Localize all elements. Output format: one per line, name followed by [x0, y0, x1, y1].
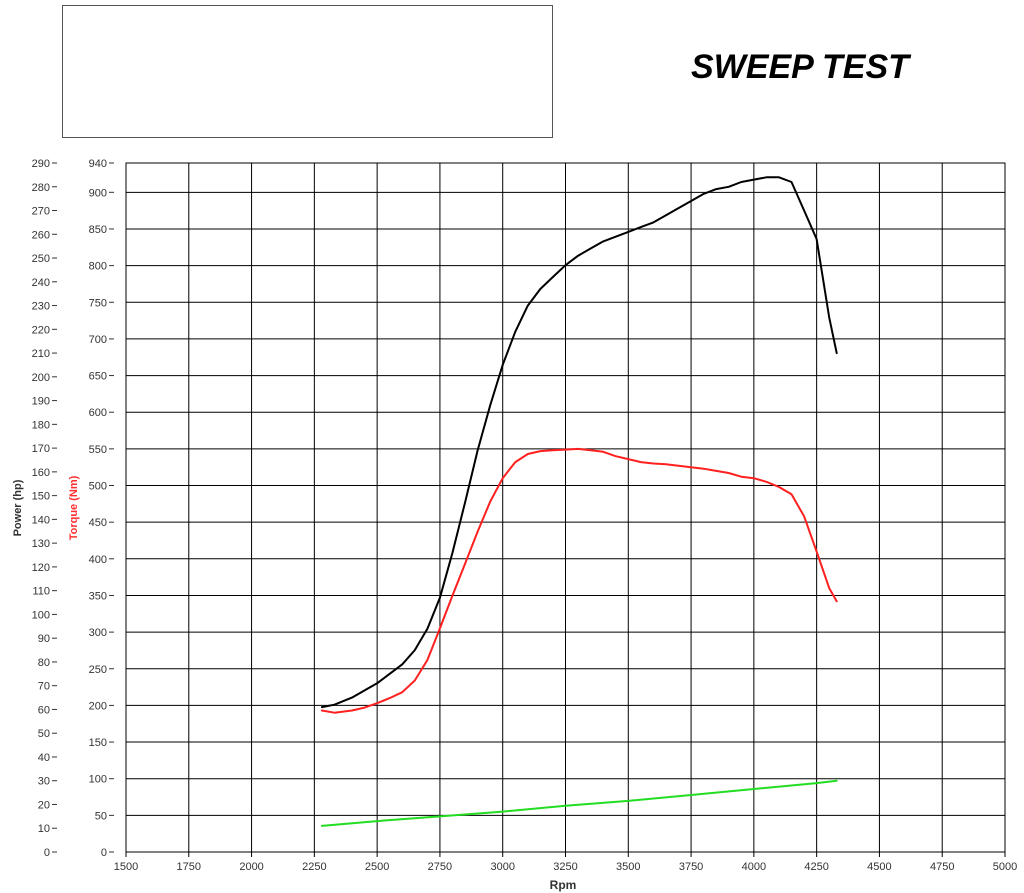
- x-tick-label: 2250: [302, 861, 326, 873]
- third-curve: [320, 779, 838, 827]
- power-tick-label: 280: [32, 182, 50, 194]
- x-axis-ticks: 1500 1750 2000 2250 2500 2750 3000 3250 3500 3750…: [114, 852, 1017, 873]
- power-axis-ticks: 0 10 20 30 40 50 60 70 80 90 100 110 120 130 140 150 160…: [32, 158, 57, 859]
- x-tick-label: 1500: [114, 861, 138, 873]
- power-tick-label: 210: [32, 348, 50, 360]
- x-tick-label: 3250: [553, 861, 577, 873]
- power-tick-label: 220: [32, 324, 50, 336]
- power-tick-label: 290: [32, 158, 50, 170]
- torque-tick-label: 750: [89, 297, 107, 309]
- power-tick-label: 190: [32, 396, 50, 408]
- torque-tick-label: 250: [89, 664, 107, 676]
- power-tick-label: 40: [38, 752, 50, 764]
- chart-title: SWEEP TEST: [691, 48, 909, 86]
- torque-tick-label: 800: [89, 261, 107, 273]
- power-tick-label: 110: [32, 586, 50, 598]
- torque-tick-label: 0: [101, 847, 107, 859]
- x-tick-label: 3750: [679, 861, 703, 873]
- x-axis-label: Rpm: [550, 878, 577, 892]
- x-tick-label: 1750: [177, 861, 201, 873]
- x-tick-label: 2500: [365, 861, 389, 873]
- torque-tick-label: 700: [89, 334, 107, 346]
- power-tick-label: 160: [32, 467, 50, 479]
- torque-tick-label: 650: [89, 371, 107, 383]
- torque-axis-label: Torque (Nm): [68, 475, 80, 540]
- power-tick-label: 140: [32, 514, 50, 526]
- torque-tick-label: 940: [89, 158, 107, 170]
- power-tick-label: 130: [32, 538, 50, 550]
- power-tick-label: 60: [38, 704, 50, 716]
- power-tick-label: 30: [38, 776, 50, 788]
- power-axis-label: Power (hp): [12, 479, 24, 536]
- torque-tick-label: 300: [89, 627, 107, 639]
- x-tick-label: 3500: [616, 861, 640, 873]
- torque-tick-label: 350: [89, 590, 107, 602]
- torque-tick-label: 100: [89, 774, 107, 786]
- x-tick-label: 5000: [993, 861, 1017, 873]
- torque-axis-ticks: 0 50 100 150 200 250 300 350 400 450 500 550 600 650 7…: [89, 158, 114, 859]
- torque-tick-label: 850: [89, 224, 107, 236]
- power-tick-label: 270: [32, 206, 50, 218]
- power-tick-label: 90: [38, 633, 50, 645]
- x-tick-label: 2750: [428, 861, 452, 873]
- torque-curve: [320, 447, 838, 714]
- torque-tick-label: 550: [89, 444, 107, 456]
- power-tick-label: 250: [32, 253, 50, 265]
- power-tick-label: 0: [44, 847, 50, 859]
- x-tick-label: 4500: [867, 861, 891, 873]
- power-tick-label: 170: [32, 443, 50, 455]
- x-tick-label: 2000: [239, 861, 263, 873]
- x-tick-label: 4250: [804, 861, 828, 873]
- x-tick-label: 3000: [490, 861, 514, 873]
- torque-tick-label: 150: [89, 737, 107, 749]
- power-tick-label: 240: [32, 277, 50, 289]
- info-box: [62, 5, 553, 138]
- power-tick-label: 260: [32, 229, 50, 241]
- torque-tick-label: 400: [89, 554, 107, 566]
- x-tick-label: 4000: [742, 861, 766, 873]
- power-tick-label: 120: [32, 562, 50, 574]
- torque-tick-label: 500: [89, 481, 107, 493]
- torque-tick-label: 50: [95, 810, 107, 822]
- power-tick-label: 150: [32, 491, 50, 503]
- series: [320, 176, 838, 827]
- power-tick-label: 20: [38, 799, 50, 811]
- power-tick-label: 50: [38, 728, 50, 740]
- torque-tick-label: 600: [89, 407, 107, 419]
- power-tick-label: 10: [38, 823, 50, 835]
- power-curve: [320, 176, 838, 709]
- power-tick-label: 200: [32, 372, 50, 384]
- torque-tick-label: 900: [89, 187, 107, 199]
- power-tick-label: 100: [32, 609, 50, 621]
- power-tick-label: 80: [38, 657, 50, 669]
- power-tick-label: 70: [38, 681, 50, 693]
- power-tick-label: 180: [32, 419, 50, 431]
- torque-tick-label: 200: [89, 700, 107, 712]
- torque-tick-label: 450: [89, 517, 107, 529]
- power-tick-label: 230: [32, 301, 50, 313]
- x-tick-label: 4750: [930, 861, 954, 873]
